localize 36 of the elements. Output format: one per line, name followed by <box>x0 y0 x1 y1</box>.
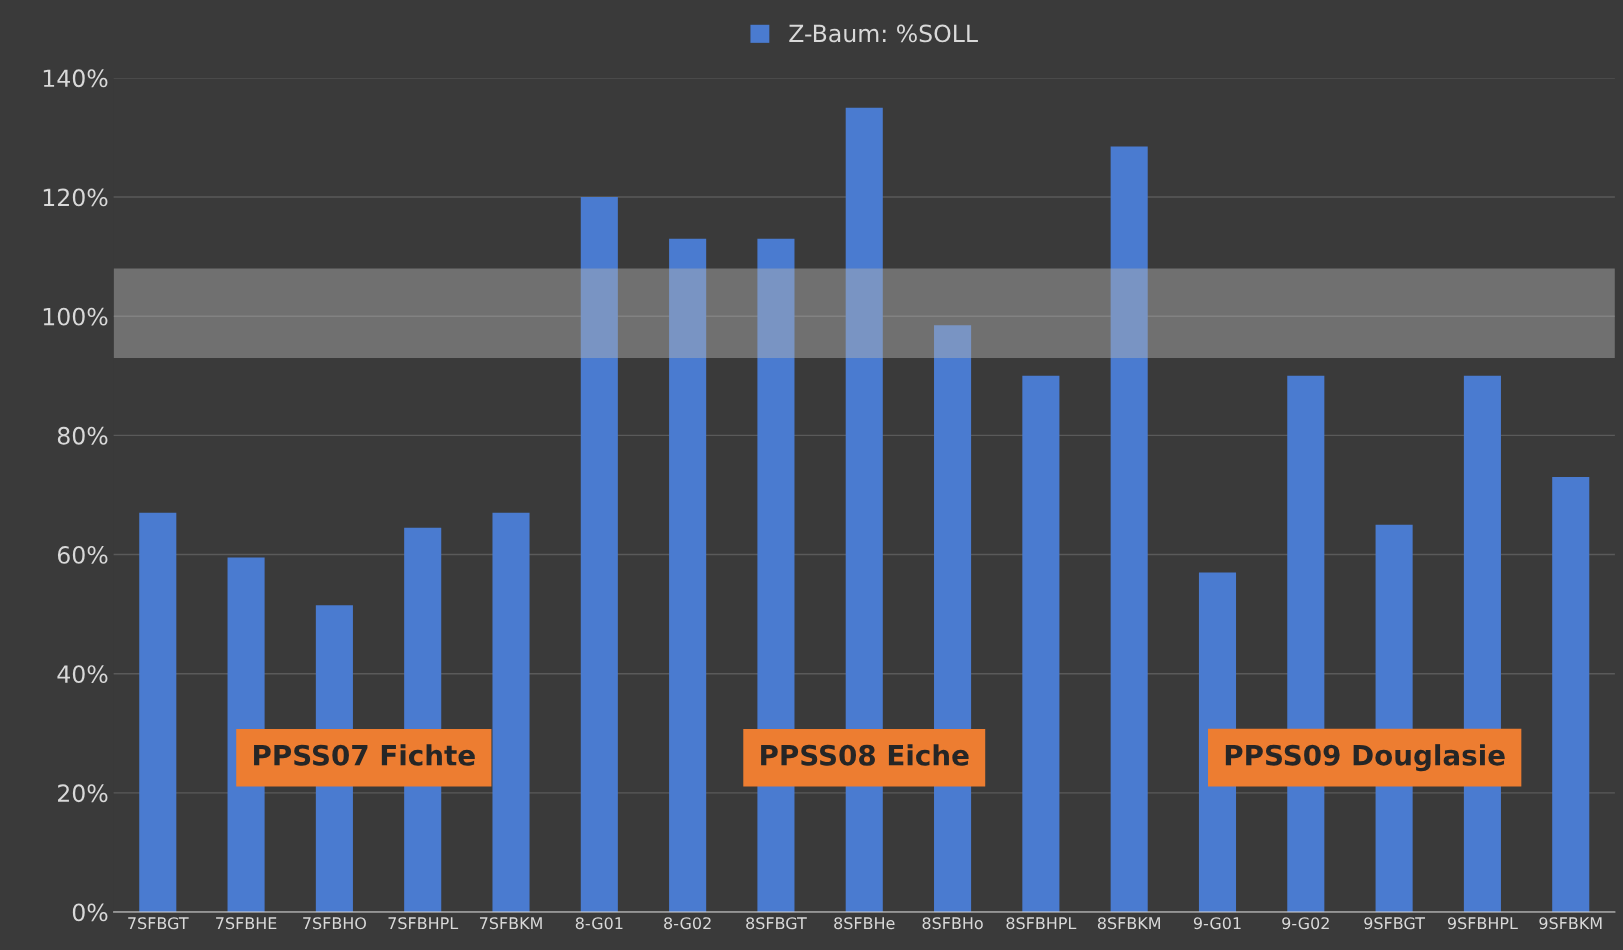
x-tick-label: 8SFBHPL <box>1006 917 1077 930</box>
x-tick-label: 7SFBHO <box>303 917 366 930</box>
annotation: PPSS09 Douglasie <box>1225 744 1505 772</box>
x-tick-label: 7SFBGT <box>128 917 189 930</box>
bar <box>1110 146 1148 912</box>
y-tick-label: 140% <box>43 69 108 88</box>
bar <box>139 512 177 912</box>
y-tick-label: 0% <box>72 903 108 922</box>
x-tick-label: 9-G01 <box>1193 917 1241 930</box>
legend-label: Z-Baum: %SOLL <box>789 24 978 43</box>
x-tick-label: 9SFBHPL <box>1447 917 1518 930</box>
x-tick-label: 8-G01 <box>575 917 623 930</box>
x-tick-label: 8-G02 <box>664 917 711 930</box>
x-tick-label: 8SFBHo <box>922 917 983 930</box>
x-tick-label: 7SFBHPL <box>388 917 459 930</box>
x-tick-label: 8SFBHe <box>834 917 895 930</box>
bar <box>1552 477 1590 912</box>
bar <box>669 238 707 912</box>
y-tick-label: 60% <box>57 545 108 564</box>
y-tick-label: 80% <box>57 426 108 445</box>
x-tick-label: 9SFBGT <box>1364 917 1426 930</box>
y-tick-label: 40% <box>57 665 108 683</box>
annotation: PPSS08 Eiche <box>761 744 969 766</box>
bar <box>1022 375 1060 912</box>
x-tick-label: 7SFBHE <box>216 917 277 930</box>
y-tick-label: 20% <box>58 784 108 803</box>
x-tick-label: 7SFBKM <box>479 917 542 930</box>
annotation: PPSS07 Fichte <box>254 744 475 766</box>
bar <box>492 512 530 912</box>
x-tick-label: 9SFBKM <box>1539 917 1602 930</box>
x-tick-label: 8SFBKM <box>1097 917 1160 930</box>
x-tick-label: 8SFBGT <box>746 917 807 930</box>
x-tick-label: 9-G02 <box>1282 917 1329 930</box>
y-tick-label: 100% <box>43 307 108 326</box>
y-tick-label: 120% <box>43 188 108 207</box>
bar <box>580 197 618 912</box>
